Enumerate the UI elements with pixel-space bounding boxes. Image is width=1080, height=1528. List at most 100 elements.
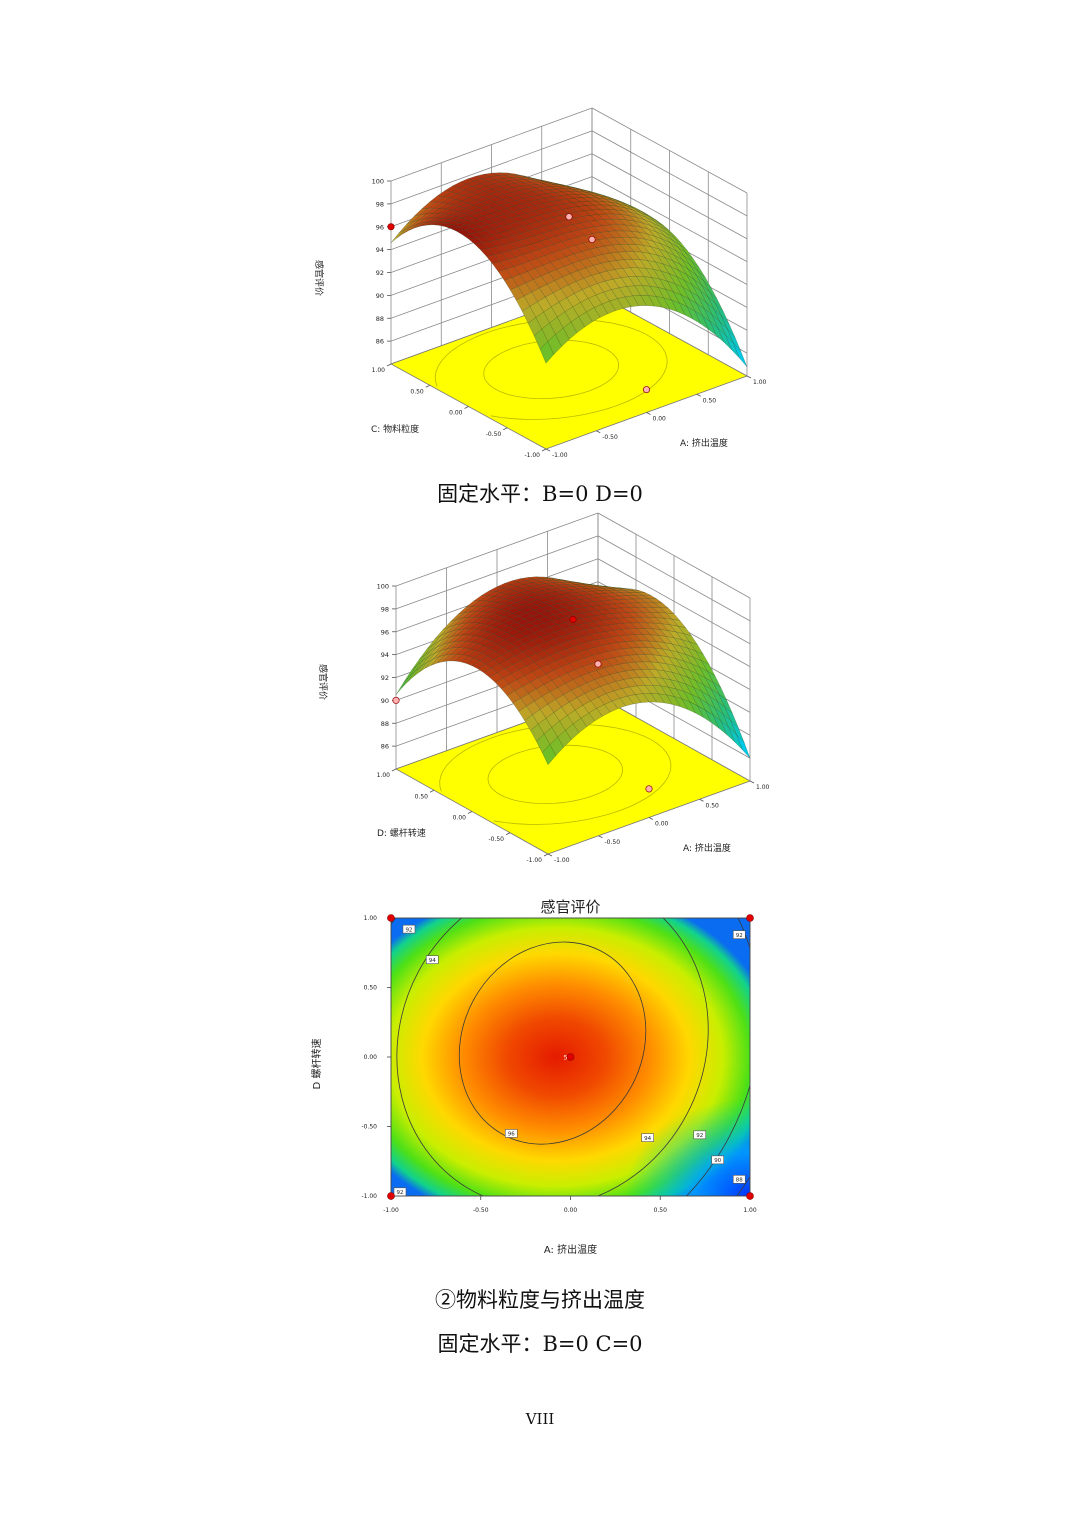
y-tick-label-1-2: 0.00 bbox=[449, 410, 463, 417]
page-number: VIII bbox=[525, 1410, 555, 1428]
x-tick-label-2-2: 0.00 bbox=[655, 821, 669, 828]
z-tick-label-2-4: 94 bbox=[381, 651, 389, 659]
design-point-1-2 bbox=[588, 235, 596, 244]
contour-label-6: 90 bbox=[714, 1158, 721, 1164]
x-tick-label-2-1: -0.50 bbox=[605, 839, 621, 846]
x-tick-label-2-4: 1.00 bbox=[756, 784, 770, 791]
contour-label-box-4 bbox=[641, 1133, 654, 1142]
surface-1-design-points bbox=[387, 213, 651, 394]
z-tick-label-2-2: 90 bbox=[381, 697, 389, 705]
contour-label-7: 88 bbox=[736, 1178, 743, 1184]
surface-1-mesh bbox=[390, 172, 748, 368]
contour-design-point-1 bbox=[746, 914, 754, 922]
contour-y-axis-label: D 螺杆转速 bbox=[310, 1039, 323, 1090]
design-point-1-3 bbox=[642, 386, 651, 394]
z-tick-label-2-5: 96 bbox=[381, 628, 389, 636]
y-tick-2-0 bbox=[543, 853, 549, 857]
y-tick-label-1-4: 1.00 bbox=[372, 367, 386, 374]
caption-fixed-level-1: 固定水平：B=0 D=0 bbox=[437, 482, 643, 506]
x-tick-label-1-2: 0.00 bbox=[653, 416, 667, 423]
z-tick-label-1-0: 86 bbox=[376, 338, 384, 346]
design-point-2-3 bbox=[645, 785, 653, 793]
surface-2-mesh bbox=[395, 576, 751, 766]
y-tick-1-2 bbox=[464, 406, 469, 409]
surface-chart-2: 86889092949698100-1.00-0.500.000.501.00-… bbox=[317, 512, 770, 864]
z-axis-label-2: 感官评价 bbox=[317, 664, 329, 700]
contour-center-label: 5 bbox=[564, 1054, 568, 1061]
contour-label-box-1 bbox=[425, 955, 439, 965]
y-tick-1-1 bbox=[503, 427, 508, 431]
floor-contour-1-1 bbox=[434, 318, 668, 420]
contour-y-tick-label-4: 1.00 bbox=[364, 915, 378, 922]
x-tick-1-2 bbox=[646, 412, 651, 415]
design-point-2-2 bbox=[594, 660, 602, 668]
contour-y-tick-label-3: 0.50 bbox=[364, 985, 378, 992]
x-tick-label-2-3: 0.50 bbox=[706, 802, 720, 809]
x-tick-1-1 bbox=[596, 430, 601, 434]
contour-title: 感官评价 bbox=[540, 898, 600, 916]
z-tick-label-1-6: 98 bbox=[376, 200, 384, 208]
contour-label-2: 92 bbox=[736, 933, 743, 939]
x-tick-1-0 bbox=[545, 448, 551, 452]
contour-label-box-7 bbox=[732, 1175, 746, 1184]
y-tick-1-3 bbox=[425, 384, 430, 388]
contour-label-box-3 bbox=[504, 1129, 518, 1138]
contour-y-tick-label-0: -1.00 bbox=[361, 1193, 377, 1200]
contour-label-box-0 bbox=[402, 924, 416, 934]
surface-1-cell-383 bbox=[733, 342, 748, 368]
y-tick-1-4 bbox=[386, 363, 392, 367]
surface-1-cell-675 bbox=[539, 341, 554, 364]
design-point-2-1 bbox=[392, 696, 400, 704]
z-tick-label-2-1: 88 bbox=[381, 720, 389, 728]
surface-2-axes: -1.00 -0.50 0.00 0.50 1.00 -1.00 -0.50 0.00 0.50… bbox=[317, 664, 770, 864]
z-tick-label-1-2: 90 bbox=[376, 292, 384, 300]
contour-x-tick-label-2: 0.00 bbox=[564, 1207, 578, 1214]
contour-design-point-2 bbox=[387, 1192, 395, 1200]
x-tick-label-1-4: 1.00 bbox=[753, 379, 767, 386]
y-tick-label-2-3: 0.50 bbox=[415, 793, 429, 800]
contour-label-box-6 bbox=[711, 1155, 724, 1165]
design-point-1-0 bbox=[565, 213, 573, 221]
contour-y-tick-label-2: 0.00 bbox=[364, 1054, 378, 1061]
x-axis-label-2: A: 挤出温度 bbox=[683, 842, 731, 854]
x-tick-label-2-0: -1.00 bbox=[554, 857, 570, 864]
contour-94 bbox=[396, 918, 709, 1196]
surface-1-axes: -1.00 -0.50 0.00 0.50 1.00 -1.00 -0.50 0.00 0.50… bbox=[313, 260, 767, 459]
z-tick-label-2-7: 100 bbox=[377, 583, 389, 591]
contour-x-tick-label-4: 1.00 bbox=[743, 1207, 757, 1214]
y-tick-label-1-1: -0.50 bbox=[486, 431, 502, 438]
contour-y-tick-label-1: -0.50 bbox=[361, 1124, 377, 1131]
x-tick-2-1 bbox=[598, 835, 603, 839]
surface-2-cell-675 bbox=[541, 744, 557, 766]
z-tick-label-1-1: 88 bbox=[376, 315, 384, 323]
contour-label-3: 96 bbox=[508, 1132, 515, 1138]
x-tick-2-2 bbox=[648, 817, 654, 820]
z-tick-label-1-5: 96 bbox=[376, 223, 384, 231]
contour-label-4: 94 bbox=[644, 1136, 651, 1142]
x-tick-label-1-0: -1.00 bbox=[552, 452, 568, 459]
surface-2-design-points bbox=[392, 615, 653, 793]
x-tick-2-4 bbox=[749, 780, 755, 784]
y-tick-2-2 bbox=[467, 811, 473, 814]
contour-label-box-5 bbox=[693, 1130, 707, 1140]
design-point-2-0 bbox=[569, 615, 577, 624]
z-tick-label-2-3: 92 bbox=[381, 674, 389, 682]
caption-fixed-level-2: 固定水平：B=0 C=0 bbox=[437, 1332, 643, 1356]
contour-label-1: 94 bbox=[429, 958, 436, 964]
y-tick-2-3 bbox=[429, 789, 435, 793]
z-tick-label-2-0: 86 bbox=[381, 743, 389, 751]
contour-label-box-8 bbox=[393, 1187, 407, 1197]
y-tick-1-0 bbox=[541, 448, 547, 452]
contour-x-tick-label-0: -1.00 bbox=[383, 1207, 399, 1214]
contour-design-point-0 bbox=[387, 914, 395, 922]
contour-label-8: 92 bbox=[396, 1190, 403, 1196]
contour-design-point-3 bbox=[746, 1192, 754, 1200]
x-tick-1-3 bbox=[696, 393, 701, 397]
x-tick-1-4 bbox=[746, 375, 752, 379]
x-tick-2-0 bbox=[547, 853, 553, 857]
y-tick-label-2-0: -1.00 bbox=[526, 857, 542, 864]
x-tick-label-1-1: -0.50 bbox=[602, 434, 618, 441]
x-axis-label-1: A: 挤出温度 bbox=[680, 437, 728, 449]
contour-design-point-4 bbox=[566, 1053, 575, 1061]
